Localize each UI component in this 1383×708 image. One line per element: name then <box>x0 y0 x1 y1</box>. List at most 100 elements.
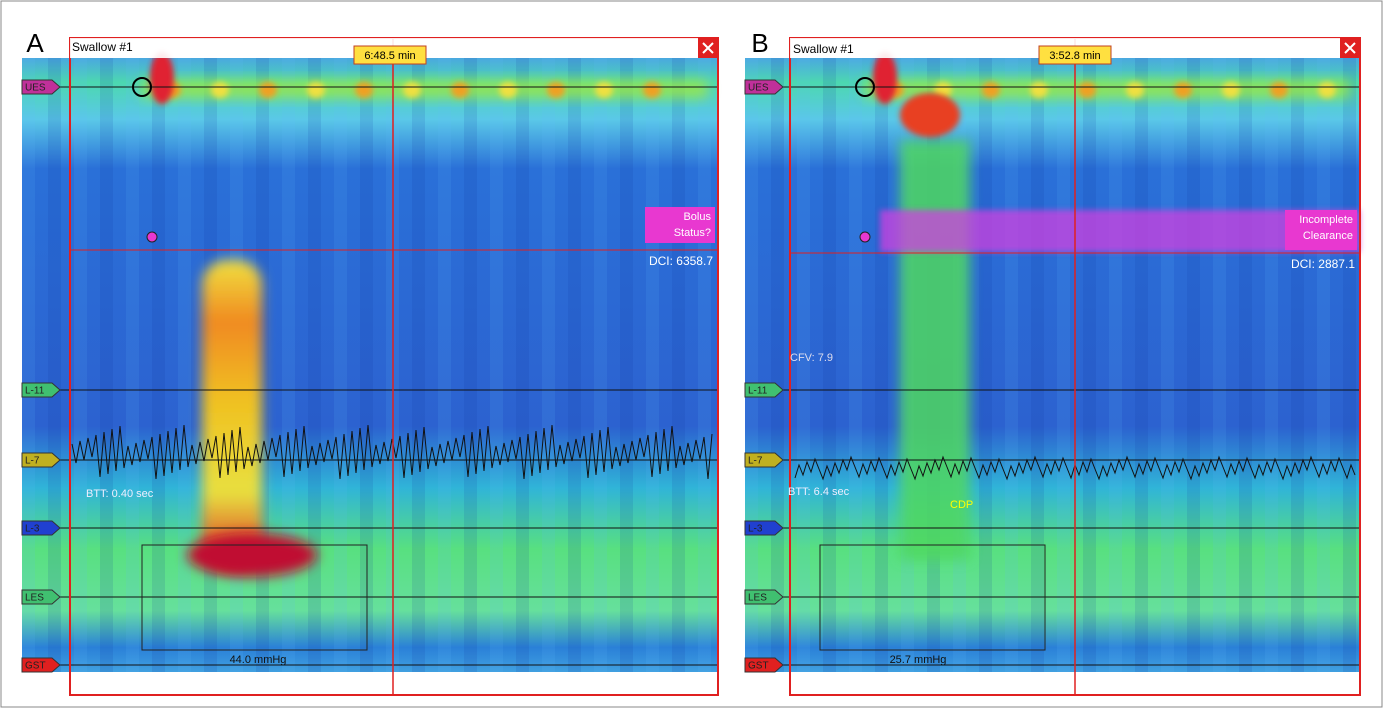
heatmap-stripe <box>1031 58 1044 672</box>
heatmap-stripe <box>1265 58 1278 672</box>
heatmap-stripe <box>412 58 425 672</box>
heatmap-stripe <box>771 58 784 672</box>
figure: UES L-11 L-7 L-3 LES GST Swallow #1 6:48.5 min A… <box>0 0 1383 708</box>
ues-spot <box>1126 82 1144 98</box>
ues-spot <box>1270 82 1288 98</box>
ues-spot <box>259 82 277 98</box>
ues-spot <box>211 82 229 98</box>
panel: UES L-11 L-7 L-3 LES GST Swallow #1 6:48.5 min A… <box>22 28 718 695</box>
sensor-label: L-7 <box>25 456 40 467</box>
sensor-label: L-7 <box>748 456 763 467</box>
heatmap-stripe <box>1005 58 1018 672</box>
ues-spot <box>643 82 661 98</box>
sensor-label: LES <box>25 593 44 604</box>
status-label: Incomplete <box>1299 214 1353 226</box>
status-label: Clearance <box>1303 230 1353 242</box>
ues-spot <box>1222 82 1240 98</box>
contraction <box>202 260 262 570</box>
heatmap-stripe <box>1109 58 1122 672</box>
bolus-column <box>900 140 970 560</box>
heatmap-stripe <box>152 58 165 672</box>
panel-letter: B <box>751 28 768 58</box>
panel: UES L-11 L-7 L-3 LES GST Swallow #1 3:52.8 min B… <box>745 28 1360 695</box>
ues-spot <box>547 82 565 98</box>
cfv-label: CFV: 7.9 <box>790 352 833 364</box>
heatmap-stripe <box>282 58 295 672</box>
heatmap-stripe <box>698 58 711 672</box>
heatmap-stripe <box>542 58 555 672</box>
heatmap-stripe <box>979 58 992 672</box>
ues-peak <box>873 52 897 104</box>
ues-peak <box>150 52 174 104</box>
ues-spot <box>1078 82 1096 98</box>
heatmap-stripe <box>516 58 529 672</box>
ues-spot <box>1030 82 1048 98</box>
ues-spot <box>307 82 325 98</box>
ues-spot <box>982 82 1000 98</box>
heatmap-stripe <box>1317 58 1330 672</box>
ues-spot <box>499 82 517 98</box>
panel-letter: A <box>26 28 44 58</box>
heatmap-stripe <box>308 58 321 672</box>
ues-spot <box>1174 82 1192 98</box>
sensor-label: L-3 <box>748 524 763 535</box>
heatmap-stripe <box>1239 58 1252 672</box>
ues-spot <box>403 82 421 98</box>
heatmap-stripe <box>568 58 581 672</box>
heatmap-stripe <box>1187 58 1200 672</box>
cdp-label: CDP <box>950 499 973 511</box>
dci-label: DCI: 2887.1 <box>1291 257 1355 271</box>
heatmap-stripe <box>100 58 113 672</box>
heatmap-stripe <box>646 58 659 672</box>
pressure-label: 25.7 mmHg <box>890 654 947 666</box>
sensor-label: L-11 <box>748 386 768 397</box>
dci-label: DCI: 6358.7 <box>649 254 713 268</box>
heatmap-stripe <box>1343 58 1356 672</box>
btt-label: BTT: 6.4 sec <box>788 486 850 498</box>
contraction-peak <box>187 533 317 577</box>
heatmap-stripe <box>464 58 477 672</box>
time-label: 3:52.8 min <box>1049 50 1100 62</box>
contraction-peak <box>900 93 960 137</box>
heatmap-stripe <box>1213 58 1226 672</box>
heatmap-stripe <box>594 58 607 672</box>
marker <box>147 232 157 242</box>
heatmap-stripe <box>490 58 503 672</box>
time-label: 6:48.5 min <box>364 50 415 62</box>
heatmap-stripe <box>875 58 888 672</box>
swallow-title: Swallow #1 <box>72 40 133 54</box>
sensor-label: LES <box>748 593 767 604</box>
sensor-label: UES <box>25 83 46 94</box>
heatmap-stripe <box>334 58 347 672</box>
heatmap-stripe <box>126 58 139 672</box>
heatmap-stripe <box>1083 58 1096 672</box>
marker <box>860 232 870 242</box>
heatmap-stripe <box>1135 58 1148 672</box>
sensor-label: L-3 <box>25 524 40 535</box>
sensor-label: GST <box>25 661 46 672</box>
sensor-label: GST <box>748 661 769 672</box>
ues-spot <box>451 82 469 98</box>
heatmap-stripe <box>438 58 451 672</box>
heatmap-stripe <box>823 58 836 672</box>
heatmap-stripe <box>178 58 191 672</box>
ues-spot <box>355 82 373 98</box>
sensor-label: UES <box>748 83 769 94</box>
pressure-label: 44.0 mmHg <box>230 654 287 666</box>
status-label: Status? <box>674 227 711 239</box>
swallow-title: Swallow #1 <box>793 42 854 56</box>
heatmap-stripe <box>22 58 35 672</box>
heatmap-stripe <box>745 58 758 672</box>
heatmap-stripe <box>1057 58 1070 672</box>
ues-spot <box>595 82 613 98</box>
heatmap-stripe <box>849 58 862 672</box>
sensor-label: L-11 <box>25 386 45 397</box>
heatmap-stripe <box>1161 58 1174 672</box>
heatmap-stripe <box>1291 58 1304 672</box>
heatmap-stripe <box>74 58 87 672</box>
ues-spot <box>1318 82 1336 98</box>
heatmap-stripe <box>797 58 810 672</box>
btt-label: BTT: 0.40 sec <box>86 488 154 500</box>
status-label: Bolus <box>683 211 711 223</box>
heatmap-stripe <box>620 58 633 672</box>
